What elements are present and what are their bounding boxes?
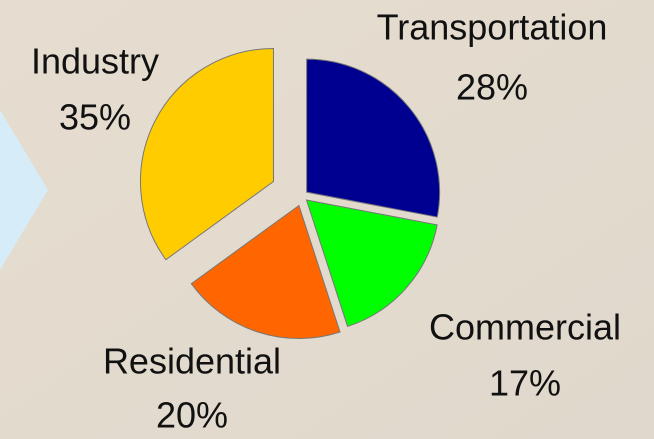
arrow-shape [0, 110, 48, 270]
slice-value-label: 35% [59, 97, 131, 138]
slice-value-label: 28% [456, 67, 528, 108]
pie-slice [190, 204, 341, 339]
slice-label: Residential [103, 341, 281, 382]
slice-label: Transportation [377, 7, 608, 48]
slice-value-label: 20% [156, 395, 228, 436]
slice-label: Commercial [429, 307, 621, 348]
pie-slice [305, 199, 438, 328]
pie-slice [306, 58, 441, 218]
pie-slice [139, 47, 274, 261]
slice-value-label: 17% [489, 363, 561, 404]
slice-label: Industry [31, 41, 159, 82]
